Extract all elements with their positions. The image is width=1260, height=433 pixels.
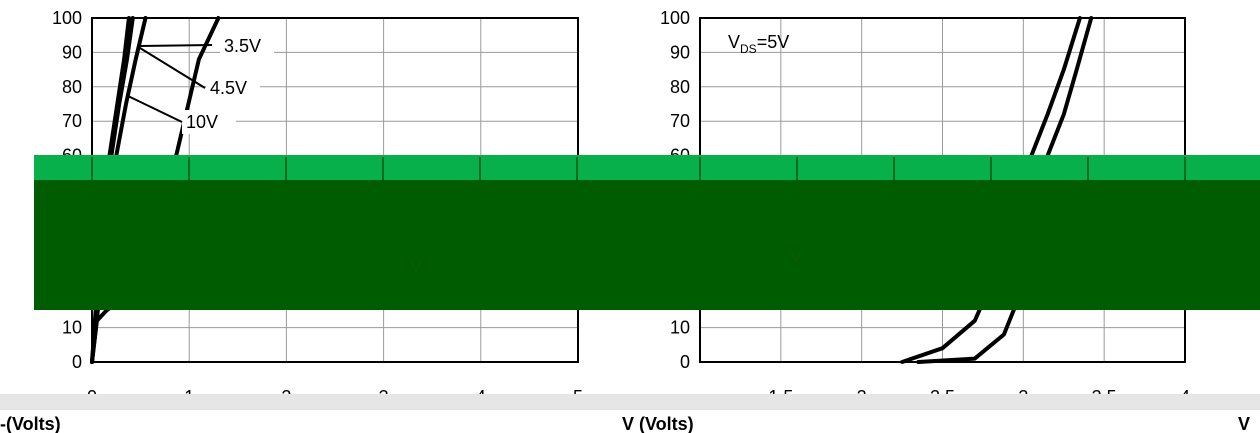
- y-tick-label: 90: [62, 42, 82, 62]
- y-tick-label: 10: [670, 318, 690, 338]
- y-tick-label: 80: [670, 77, 690, 97]
- leader-line: [139, 44, 213, 47]
- curve-label-bg: [206, 76, 260, 100]
- curve-label: 3.5V: [224, 36, 261, 56]
- curve-label: 4.5V: [210, 78, 247, 98]
- leader-line: [139, 47, 206, 89]
- y-tick-label: 0: [72, 352, 82, 372]
- curve-label-bg: [220, 34, 274, 58]
- overlay-text-left: V: [410, 256, 422, 276]
- overlay-band-dark: [34, 180, 1260, 310]
- y-tick-label: 0: [680, 352, 690, 372]
- overlay-band-grid: [91, 157, 1186, 180]
- overlay-text-right: V: [790, 246, 802, 266]
- y-tick-label: 70: [670, 111, 690, 131]
- y-tick-label: 100: [660, 8, 690, 28]
- overlay-band-light: [34, 155, 1260, 182]
- curve-label: 10V: [186, 112, 218, 132]
- chart-right-annotation: VDS=5V: [728, 32, 789, 56]
- y-tick-label: 100: [52, 8, 82, 28]
- axis-label-middle: V (Volts): [622, 414, 694, 433]
- axis-label-right: V: [1238, 414, 1250, 433]
- y-tick-label: 90: [670, 42, 690, 62]
- y-tick-label: 10: [62, 318, 82, 338]
- chart-left-curve-labels: 3.5V 4.5V 10V: [127, 34, 274, 134]
- y-tick-label: 80: [62, 77, 82, 97]
- y-tick-label: 70: [62, 111, 82, 131]
- axis-label-left: -(Volts): [0, 414, 61, 433]
- leader-line: [127, 95, 183, 123]
- bottom-strip: [0, 394, 1260, 410]
- curve-label-bg: [182, 110, 236, 134]
